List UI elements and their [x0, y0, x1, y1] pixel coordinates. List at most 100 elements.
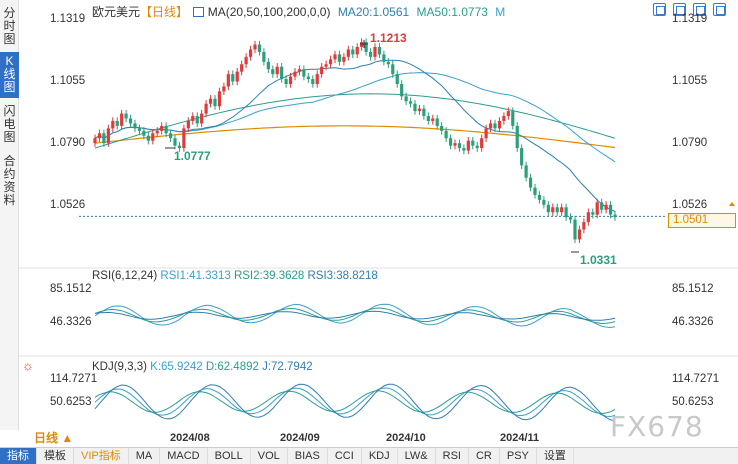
candle-body — [573, 219, 577, 240]
fullscreen-icon[interactable] — [653, 3, 666, 16]
period-selector[interactable]: 日线 ▲ — [34, 431, 74, 445]
candle-body — [271, 69, 275, 75]
layout-icon[interactable] — [693, 3, 706, 16]
candle-body — [524, 165, 528, 178]
rsi2-line — [94, 307, 616, 325]
x-tick: 2024/08 — [170, 432, 210, 444]
candle-body — [564, 207, 568, 218]
candle-body — [280, 66, 284, 80]
left-tab[interactable]: 合约资料 — [3, 154, 16, 207]
candle-body — [235, 71, 239, 82]
candle-body — [333, 54, 337, 60]
candle-body — [475, 145, 479, 149]
rsi2-value: RSI2:39.3628 — [233, 270, 305, 282]
candle-body — [120, 113, 124, 126]
candle-body — [124, 113, 128, 119]
indicator-tab[interactable]: LW& — [398, 448, 436, 464]
candle-body — [435, 118, 439, 126]
candle-body — [231, 74, 235, 82]
period-tag[interactable]: 【日线】 — [140, 5, 189, 19]
indicator-tab[interactable]: VIP指标 — [74, 448, 129, 464]
candle-body — [208, 98, 213, 104]
candle-body — [591, 212, 595, 215]
candle-body — [493, 123, 497, 129]
indicator-tab[interactable]: MA — [129, 448, 161, 464]
price-tick-left: 1.0526 — [50, 199, 86, 211]
indicator-tab[interactable]: BIAS — [288, 448, 328, 464]
left-tab[interactable]: 分时图 — [3, 6, 16, 46]
candle-body — [297, 69, 302, 72]
ma-more: M — [495, 5, 506, 19]
rsi-tick-right: 46.3326 — [672, 316, 714, 328]
rsi-header: RSI(6,12,24) RSI1:41.3313 RSI2:39.3628 R… — [92, 270, 378, 282]
candle-body — [328, 59, 333, 65]
candle-body — [480, 138, 484, 149]
rsi3-value: RSI3:38.8218 — [307, 270, 378, 282]
candle-body — [253, 44, 257, 50]
kdj-title[interactable]: KDJ(9,3,3) — [92, 361, 147, 373]
indicator-tab[interactable]: 设置 — [537, 448, 574, 464]
candle-body — [222, 86, 226, 92]
left-tab[interactable]: 闪电图 — [3, 104, 16, 144]
candle-body — [266, 61, 270, 70]
candle-body — [404, 96, 408, 102]
current-price-label: 1.0501 — [668, 213, 736, 228]
candle-body — [608, 204, 613, 215]
kdj-d-line — [94, 390, 616, 415]
candle-body — [586, 212, 590, 223]
rsi-tick-left: 85.1512 — [50, 283, 92, 295]
indicator-tab[interactable]: CCI — [328, 448, 362, 464]
candle-body — [102, 133, 106, 144]
x-tick: 2024/11 — [500, 432, 540, 444]
indicator-tab[interactable]: KDJ — [362, 448, 398, 464]
high-annotation: 1.1213 — [370, 31, 407, 45]
price-tick-left: 1.0790 — [50, 137, 86, 149]
candle-body — [386, 61, 390, 65]
settings-icon[interactable] — [713, 3, 726, 16]
indicator-tab[interactable]: BOLL — [208, 448, 251, 464]
candle-body — [275, 66, 279, 75]
ma50-value: MA50:1.0773 — [416, 5, 488, 19]
sun-icon[interactable]: ☼ — [22, 358, 34, 373]
indicator-tab[interactable]: RSI — [436, 448, 469, 464]
indicator-tab[interactable]: 模板 — [37, 448, 74, 464]
indicator-tab[interactable]: 指标 — [0, 448, 37, 464]
candle-body — [240, 64, 244, 72]
candle-body — [257, 44, 262, 52]
ma20-line — [94, 59, 616, 212]
candle-body — [555, 207, 559, 213]
candle-body — [337, 54, 342, 62]
ma200-line — [94, 125, 616, 149]
price-tick-right: 1.0526 — [672, 199, 708, 211]
candle-body — [502, 116, 506, 121]
candle-body — [315, 74, 319, 84]
rsi-tick-left: 46.3326 — [50, 316, 92, 328]
watermark: FX678 — [610, 410, 704, 443]
x-tick: 2024/09 — [280, 432, 320, 444]
indicator-tab[interactable]: VOL — [251, 448, 288, 464]
candle-body — [528, 177, 533, 188]
candle-body — [533, 187, 537, 195]
candle-body — [106, 128, 110, 144]
candle-body — [111, 120, 115, 129]
candle-body — [195, 116, 199, 124]
chart-header: 欧元美元【日线】 MA(20,50,100,200,0,0) MA20:1.05… — [92, 3, 505, 20]
rsi1-line — [94, 303, 616, 329]
indicator-tab[interactable]: CR — [469, 448, 500, 464]
screenshot-icon[interactable] — [673, 3, 686, 16]
candle-body — [440, 125, 444, 131]
indicator-tab[interactable]: MACD — [160, 448, 208, 464]
price-tick-left: 1.1319 — [50, 13, 86, 25]
candle-body — [355, 46, 359, 55]
candle-body — [284, 79, 288, 84]
candle-body — [373, 46, 377, 57]
kline-chart[interactable] — [19, 0, 738, 430]
indicator-tab[interactable]: PSY — [500, 448, 537, 464]
ma-settings-label[interactable]: MA(20,50,100,200,0,0) — [207, 5, 331, 19]
rsi-title[interactable]: RSI(6,12,24) — [92, 270, 158, 282]
candle-body — [546, 204, 550, 213]
candle-body — [324, 64, 328, 67]
candle-body — [413, 103, 417, 112]
candle-body — [604, 204, 608, 210]
